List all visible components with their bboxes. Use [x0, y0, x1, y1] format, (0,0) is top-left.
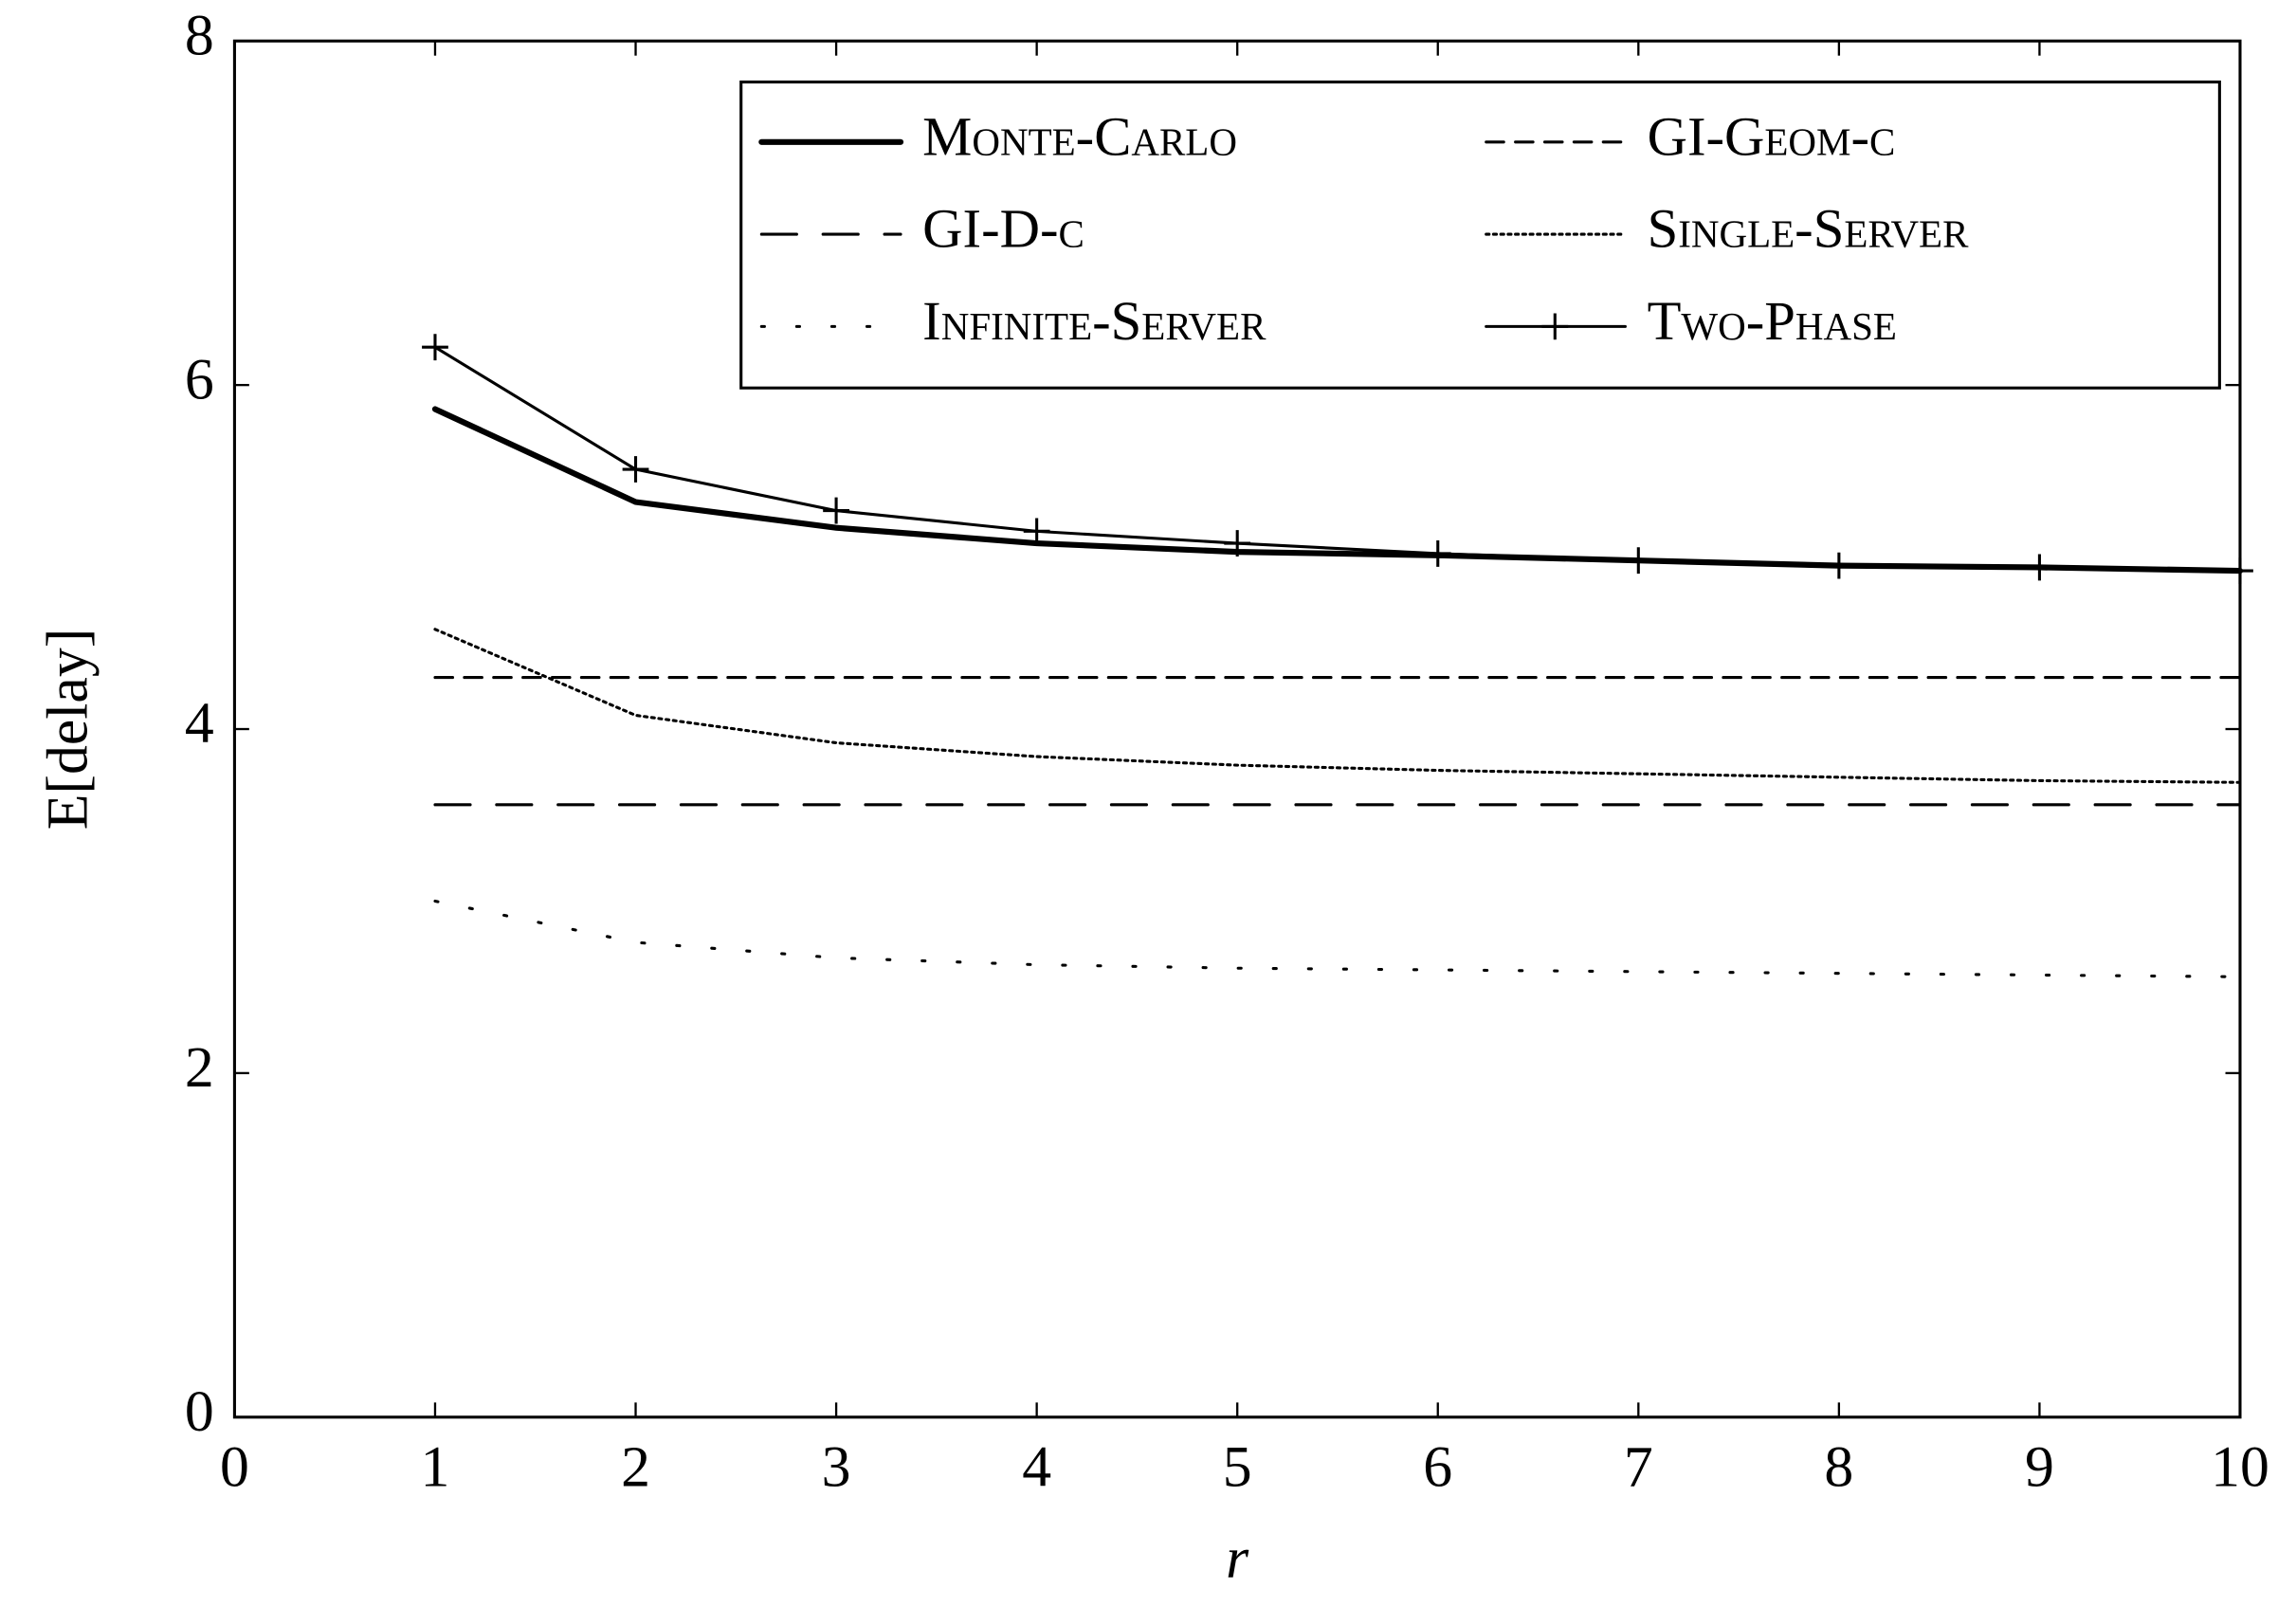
y-axis-label: E[delay] [36, 629, 100, 830]
y-tick-label: 6 [185, 347, 214, 411]
y-tick-label: 4 [185, 691, 214, 756]
legend-label: Monte-Carlo [922, 105, 1237, 167]
marker [823, 497, 849, 524]
x-tick-label: 3 [822, 1435, 851, 1500]
marker [422, 334, 448, 361]
x-tick-label: 10 [2211, 1435, 2269, 1500]
y-tick-label: 8 [185, 3, 214, 67]
marker [1625, 547, 1652, 575]
legend-label: Two-Phase [1648, 290, 1897, 352]
marker [622, 456, 649, 483]
marker [1023, 518, 1050, 545]
x-tick-label: 8 [1824, 1435, 1853, 1500]
marker [1424, 540, 1451, 567]
y-tick-label: 0 [185, 1379, 214, 1444]
legend-label: Infinite-Server [922, 290, 1266, 352]
legend-label: Single-Server [1648, 198, 1970, 260]
x-tick-label: 9 [2025, 1435, 2054, 1500]
series-line [431, 406, 2244, 575]
legend-box [739, 80, 2221, 390]
x-tick-label: 7 [1624, 1435, 1653, 1500]
x-axis-label: r [1226, 1525, 1249, 1590]
legend-label: GI-D-c [922, 198, 1084, 260]
marker [1224, 530, 1251, 557]
plot-frame [232, 39, 2242, 1419]
x-tick-label: 0 [220, 1435, 249, 1500]
y-tick-label: 2 [185, 1035, 214, 1100]
x-tick-label: 2 [621, 1435, 650, 1500]
x-tick-label: 1 [421, 1435, 450, 1500]
x-tick-label: 5 [1223, 1435, 1252, 1500]
marker [1541, 313, 1569, 340]
marker [1825, 552, 1852, 579]
series-line [433, 628, 2242, 784]
series-line [433, 899, 2242, 978]
x-tick-label: 4 [1022, 1435, 1051, 1500]
x-tick-label: 6 [1423, 1435, 1452, 1500]
marker [2026, 554, 2053, 581]
legend: Monte-Carlo GI-Geom-c GI-D-c Single-Server I… [739, 80, 2221, 390]
legend-label: GI-Geom-c [1648, 105, 1896, 167]
series-line [433, 345, 2242, 573]
